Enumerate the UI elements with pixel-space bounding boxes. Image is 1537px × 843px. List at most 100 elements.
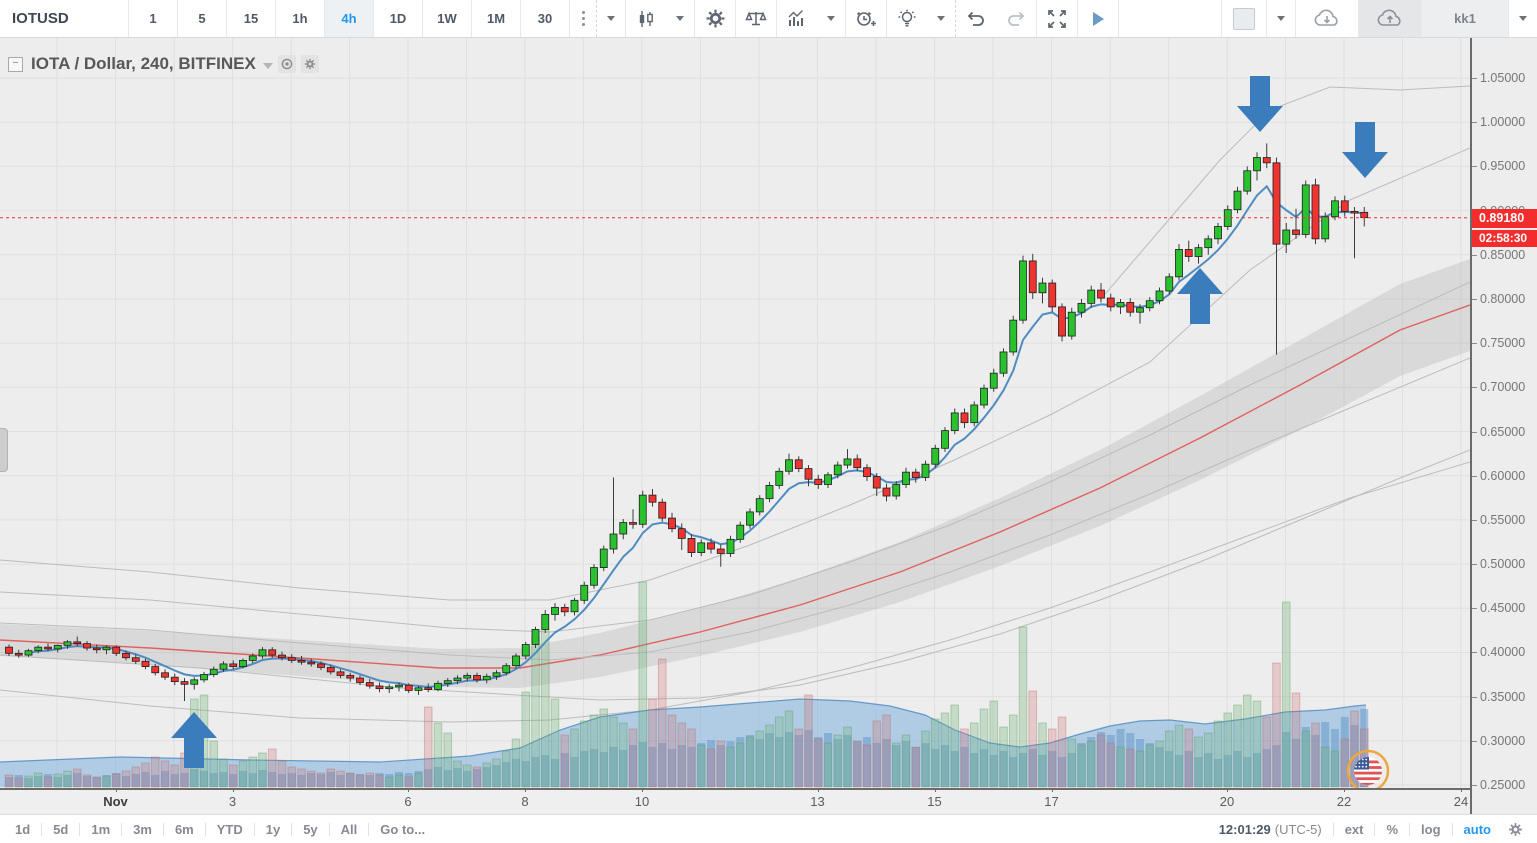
price-label-0.70000: 0.70000 [1480,380,1526,395]
interval-menu-dots-icon[interactable] [570,0,596,37]
redo-button[interactable] [996,0,1037,37]
divider [253,822,255,836]
fullscreen-button[interactable] [1037,0,1078,37]
interval-button-1W[interactable]: 1W [423,0,472,37]
interval-button-30[interactable]: 30 [521,0,570,37]
range-1y[interactable]: 1y [265,821,281,837]
clock-label[interactable]: 12:01:29 [1218,821,1271,837]
legend-hide-button[interactable] [277,55,296,73]
user-caret-icon[interactable] [1508,0,1537,37]
layout-square-icon [1233,7,1255,30]
interval-dropdown-caret-icon[interactable] [596,0,626,37]
interval-button-4h[interactable]: 4h [325,0,374,37]
layout-button[interactable] [1221,0,1266,37]
ideas-caret-icon[interactable] [927,0,956,37]
load-layout-button[interactable] [1295,0,1358,37]
range-5y[interactable]: 5y [303,821,318,837]
undo-button[interactable] [956,0,996,37]
toggle-ext[interactable]: ext [1344,821,1364,837]
interval-button-1M[interactable]: 1M [472,0,521,37]
divider [41,822,43,836]
toggle-auto[interactable]: auto [1463,821,1491,837]
range-6m[interactable]: 6m [174,821,194,837]
interval-button-1h[interactable]: 1h [276,0,325,37]
symbol-button[interactable]: IOTUSD [0,0,129,37]
range-1d[interactable]: 1d [15,821,31,837]
interval-button-1D[interactable]: 1D [374,0,423,37]
chart-style-button[interactable] [626,0,666,37]
legend-caret-icon[interactable] [262,62,273,69]
save-layout-button[interactable] [1358,0,1421,37]
chart-title[interactable]: IOTA / Dollar, 240, BITFINEX [31,54,256,73]
blue-bars-layer [5,709,1369,787]
compare-button[interactable] [736,0,777,37]
time-tick [525,788,526,792]
event-flag-us[interactable] [1346,749,1390,788]
indicators-button[interactable] [777,0,817,37]
scale-toggles: ext% log auto [1332,821,1502,837]
toggle-%[interactable]: % [1386,821,1399,837]
grid-layer [0,38,1470,788]
price-label-0.30000: 0.30000 [1480,733,1526,748]
annotation-arrow-up-1[interactable] [171,712,217,768]
price-tick [1472,387,1477,389]
price-label-0.55000: 0.55000 [1480,512,1526,527]
time-label-17: 17 [1044,794,1059,809]
ideas-button[interactable] [887,0,927,37]
time-tick [1227,788,1228,792]
price-axis[interactable]: 1.050001.000000.950000.900000.850000.800… [1470,38,1537,814]
price-tick [1472,122,1477,124]
interval-button-15[interactable]: 15 [227,0,276,37]
legend-collapse-button[interactable]: − [8,56,23,72]
indicators-caret-icon[interactable] [817,0,846,37]
toggle-log[interactable]: log [1421,821,1441,837]
arrow-annotations[interactable] [171,76,1388,768]
chart-canvas[interactable] [0,38,1470,788]
range-YTD[interactable]: YTD [216,821,243,837]
add-alert-button[interactable] [846,0,887,37]
time-label-24: 24 [1453,794,1469,809]
range-5d[interactable]: 5d [53,821,69,837]
time-tick [408,788,409,792]
price-label-0.85000: 0.85000 [1480,247,1526,262]
price-tick [1472,785,1477,786]
interval-button-5[interactable]: 5 [178,0,227,37]
time-axis[interactable]: Nov 3 6 8 10 13 15 17 20 22 24 [0,788,1470,814]
annotation-arrow-up-2[interactable] [1177,268,1223,324]
annotation-arrow-down-4[interactable] [1342,122,1388,178]
time-tick [1461,788,1462,792]
current-price-label: 0.89180 [1472,208,1537,228]
goto-button[interactable]: Go to... [380,821,426,837]
chart-area[interactable]: − IOTA / Dollar, 240, BITFINEX [0,38,1470,814]
footer-settings-button[interactable] [1502,822,1537,837]
volume-layer [4,581,1369,788]
time-label-15: 15 [927,794,942,809]
time-tick [115,788,117,792]
price-tick [1472,652,1477,654]
fast-ma-line [28,184,1365,688]
interval-button-1[interactable]: 1 [129,0,178,37]
range-buttons: 1d 5d 1m 3m 6m YTD 1y 5y All Go to... [0,822,436,837]
price-tick [1472,166,1477,168]
side-panel-drag-handle[interactable] [0,428,8,472]
time-label-22: 22 [1336,794,1352,809]
price-tick [1472,564,1477,566]
layout-caret-icon[interactable] [1266,0,1295,37]
user-menu-button[interactable]: kk1 [1421,0,1508,37]
price-label-0.40000: 0.40000 [1480,645,1526,660]
legend-settings-button[interactable] [300,55,319,73]
timezone-label[interactable]: (UTC-5) [1274,821,1322,837]
annotation-arrow-down-3[interactable] [1237,76,1283,132]
time-label-20: 20 [1219,794,1235,809]
divider [368,822,370,836]
time-label-8: 8 [521,794,529,809]
divider [204,822,206,836]
range-1m[interactable]: 1m [91,821,111,837]
publish-button[interactable] [1078,0,1119,37]
range-3m[interactable]: 3m [133,821,152,837]
range-All[interactable]: All [340,821,358,837]
chart-style-caret-icon[interactable] [666,0,695,37]
divider [121,822,123,836]
chart-properties-button[interactable] [695,0,736,37]
